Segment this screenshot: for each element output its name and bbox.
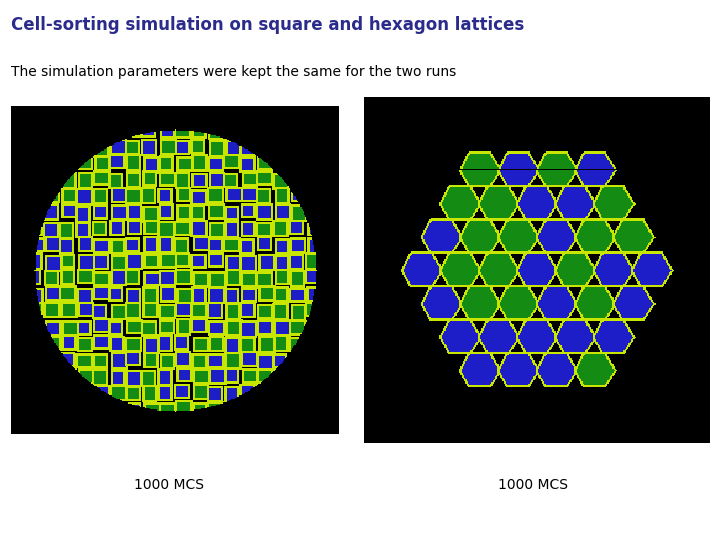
Text: Cell-sorting simulation on square and hexagon lattices: Cell-sorting simulation on square and he… (11, 16, 524, 34)
Text: 1000 MCS: 1000 MCS (134, 478, 204, 492)
Text: 1000 MCS: 1000 MCS (498, 478, 568, 492)
Text: The simulation parameters were kept the same for the two runs: The simulation parameters were kept the … (11, 65, 456, 79)
